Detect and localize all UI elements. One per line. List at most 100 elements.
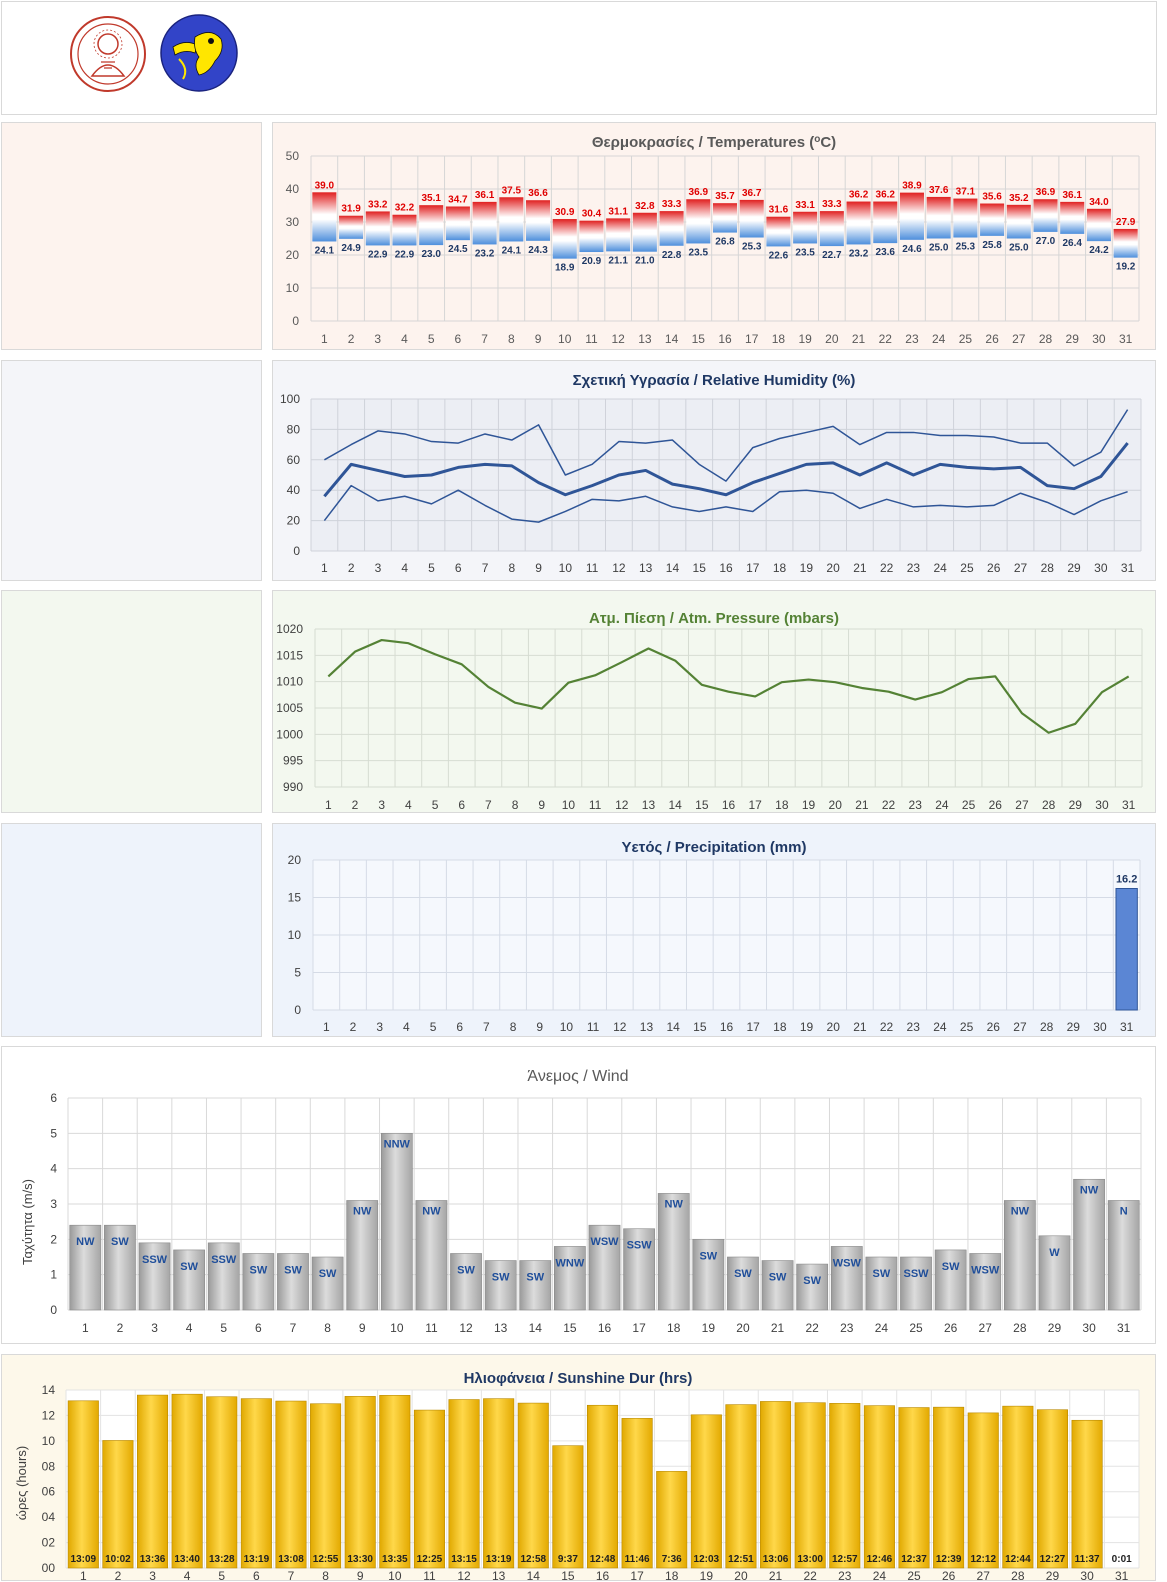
hum-x-tick-label: 20	[826, 561, 840, 575]
hum-y-tick-label: 0	[293, 544, 300, 558]
pres-x-tick-label: 8	[512, 798, 519, 812]
sunshine-bar	[240, 1398, 272, 1569]
wind-direction-label: NNW	[384, 1138, 411, 1150]
precipitation-y-ticks: 0 5 10 15 20	[288, 853, 302, 1017]
temperature-range-bar	[899, 192, 924, 240]
temperature-range-bar	[1060, 201, 1085, 234]
temp-x-tick-label: 20	[825, 332, 839, 346]
temp-x-tick-label: 23	[905, 332, 919, 346]
pres-x-tick-label: 26	[989, 798, 1003, 812]
hum-x-tick-label: 23	[907, 561, 921, 575]
precipitation-title: Υετός / Precipitation (mm)	[622, 839, 807, 856]
hum-x-tick-label: 26	[987, 561, 1001, 575]
sunshine-bar	[933, 1406, 965, 1569]
pres-x-tick-label: 19	[802, 798, 816, 812]
temperature-max-label: 31.9	[341, 204, 361, 215]
sunshine-value-label: 12:39	[936, 1554, 962, 1565]
wind-direction-label: SW	[873, 1268, 891, 1280]
temperature-min-label: 26.4	[1062, 238, 1082, 249]
pres-x-tick-label: 13	[642, 798, 656, 812]
prec-x-tick-label: 3	[376, 1020, 383, 1034]
pres-x-tick-label: 24	[935, 798, 949, 812]
hum-y-tick-label: 40	[287, 483, 301, 497]
sunshine-bar	[1071, 1419, 1103, 1569]
wind-direction-label: W	[1049, 1247, 1060, 1259]
sun-x-tick-label: 3	[149, 1569, 156, 1580]
temperature-max-label: 37.1	[956, 187, 976, 198]
sunshine-bar	[171, 1393, 203, 1569]
sunshine-value-label: 13:30	[347, 1554, 373, 1565]
temperature-min-label: 22.7	[822, 250, 842, 261]
temp-x-tick-label: 2	[348, 332, 355, 346]
sun-y-tick-label: 10	[42, 1434, 56, 1448]
pres-x-tick-label: 10	[562, 798, 576, 812]
prec-x-tick-label: 25	[960, 1020, 974, 1034]
wind-x-tick-label: 31	[1117, 1321, 1131, 1335]
temp-x-tick-label: 29	[1066, 332, 1080, 346]
wind-x-tick-label: 22	[805, 1321, 819, 1335]
temp-x-tick-label: 24	[932, 332, 946, 346]
sunshine-bar	[448, 1399, 480, 1569]
wind-y-tick-label: 3	[50, 1197, 57, 1211]
temperature-range-bar	[1113, 228, 1138, 258]
wind-x-tick-label: 20	[736, 1321, 750, 1335]
prec-x-tick-label: 5	[430, 1020, 437, 1034]
sunshine-value-label: 7:36	[662, 1554, 682, 1565]
sunshine-value-label: 13:06	[763, 1554, 789, 1565]
wind-direction-label: NW	[422, 1205, 441, 1217]
temperature-range-bar	[552, 219, 577, 259]
temperature-max-label: 36.1	[1062, 190, 1082, 201]
temp-x-tick-label: 4	[401, 332, 408, 346]
sunshine-value-label: 13:08	[278, 1554, 304, 1565]
hum-x-tick-label: 28	[1041, 561, 1055, 575]
wind-x-tick-label: 27	[979, 1321, 993, 1335]
prec-x-tick-label: 19	[800, 1020, 814, 1034]
temperature-max-label: 39.0	[315, 180, 335, 191]
wind-x-tick-label: 23	[840, 1321, 854, 1335]
hum-x-tick-label: 9	[535, 561, 542, 575]
wind-x-tick-label: 19	[702, 1321, 716, 1335]
temperature-range-bar	[953, 198, 978, 238]
hum-x-tick-label: 22	[880, 561, 894, 575]
temperature-min-label: 26.8	[715, 237, 735, 248]
hum-x-tick-label: 30	[1094, 561, 1108, 575]
wind-direction-label: SW	[803, 1275, 821, 1287]
hum-x-tick-label: 27	[1014, 561, 1028, 575]
temperature-max-label: 35.1	[421, 193, 441, 204]
prec-x-tick-label: 15	[693, 1020, 707, 1034]
wind-bar	[900, 1256, 932, 1311]
sunshine-value-label: 13:19	[486, 1554, 512, 1565]
sunshine-bar	[760, 1401, 792, 1569]
wind-bar	[1073, 1178, 1105, 1311]
pres-x-tick-label: 16	[722, 798, 736, 812]
sunshine-bar	[413, 1409, 445, 1569]
sun-y-tick-label: 04	[42, 1510, 56, 1524]
sunshine-bars: 13:09 10:02 13:36 13:40 13:28 13:19 13:08 12:55…	[67, 1393, 1132, 1569]
sunshine-bar	[275, 1400, 307, 1569]
temperature-chart-panel: Θερμοκρασίες / Temperatures (oC) 0 10 20 30…	[272, 122, 1156, 350]
temperature-max-label: 37.6	[929, 185, 949, 196]
wind-bar	[519, 1260, 552, 1311]
temp-x-tick-label: 6	[455, 332, 462, 346]
humidity-min-line	[323, 484, 1128, 523]
hum-x-tick-label: 10	[559, 561, 573, 575]
sunshine-bar	[967, 1412, 999, 1569]
prec-y-tick-label: 10	[288, 928, 302, 942]
wind-bar	[588, 1224, 621, 1311]
pres-x-tick-label: 21	[855, 798, 869, 812]
temp-y-tick-label: 10	[286, 281, 300, 295]
pressure-line	[327, 638, 1130, 734]
pres-x-tick-label: 7	[485, 798, 492, 812]
temperature-max-label: 36.1	[475, 190, 495, 201]
pres-x-tick-label: 6	[458, 798, 465, 812]
prec-x-tick-label: 22	[880, 1020, 894, 1034]
temperature-range-bar	[659, 211, 684, 246]
wind-y-tick-label: 6	[50, 1091, 57, 1105]
hum-y-tick-label: 80	[287, 422, 301, 436]
precipitation-x-ticks: 1 2 3 4 5 6 7 8 9 10 11 12 13 14 15 16 17 18 19 20 21 22 23 24 2…	[323, 1020, 1134, 1034]
temperature-max-label: 36.2	[849, 190, 869, 201]
temp-x-tick-label: 7	[481, 332, 488, 346]
sunshine-value-label: 13:00	[797, 1554, 823, 1565]
temp-x-tick-label: 25	[959, 332, 973, 346]
pres-x-tick-label: 9	[538, 798, 545, 812]
